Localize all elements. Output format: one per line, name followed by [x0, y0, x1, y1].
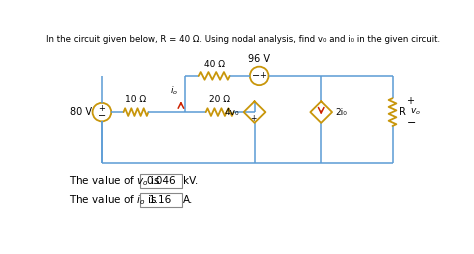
- Text: 96 V: 96 V: [248, 54, 270, 64]
- Text: 0.046: 0.046: [146, 176, 175, 186]
- Text: R: R: [399, 107, 406, 117]
- Text: A.: A.: [183, 195, 193, 205]
- Text: The value of $i_o$ is: The value of $i_o$ is: [69, 193, 157, 207]
- FancyBboxPatch shape: [140, 193, 182, 207]
- FancyBboxPatch shape: [140, 174, 182, 187]
- Text: 1.16: 1.16: [149, 195, 173, 205]
- Text: 40 Ω: 40 Ω: [204, 60, 225, 69]
- Text: +: +: [99, 104, 105, 113]
- Text: −: −: [406, 118, 416, 128]
- Text: 4v₀: 4v₀: [224, 108, 239, 117]
- Text: +: +: [260, 71, 266, 81]
- Text: The value of $v_o$ is: The value of $v_o$ is: [69, 174, 160, 187]
- Text: $i_o$: $i_o$: [171, 84, 179, 97]
- Text: 20 Ω: 20 Ω: [209, 96, 230, 104]
- Text: −: −: [98, 111, 106, 121]
- Text: 10 Ω: 10 Ω: [126, 96, 146, 104]
- Text: 2i₀: 2i₀: [335, 108, 347, 117]
- Text: $v_o$: $v_o$: [410, 107, 421, 117]
- Text: +: +: [251, 114, 257, 123]
- Text: +: +: [406, 96, 414, 106]
- Text: kV.: kV.: [183, 176, 199, 186]
- Text: In the circuit given below, R = 40 Ω. Using nodal analysis, find v₀ and i₀ in th: In the circuit given below, R = 40 Ω. Us…: [46, 35, 440, 44]
- Text: 80 V: 80 V: [70, 107, 92, 117]
- Text: −: −: [252, 71, 260, 81]
